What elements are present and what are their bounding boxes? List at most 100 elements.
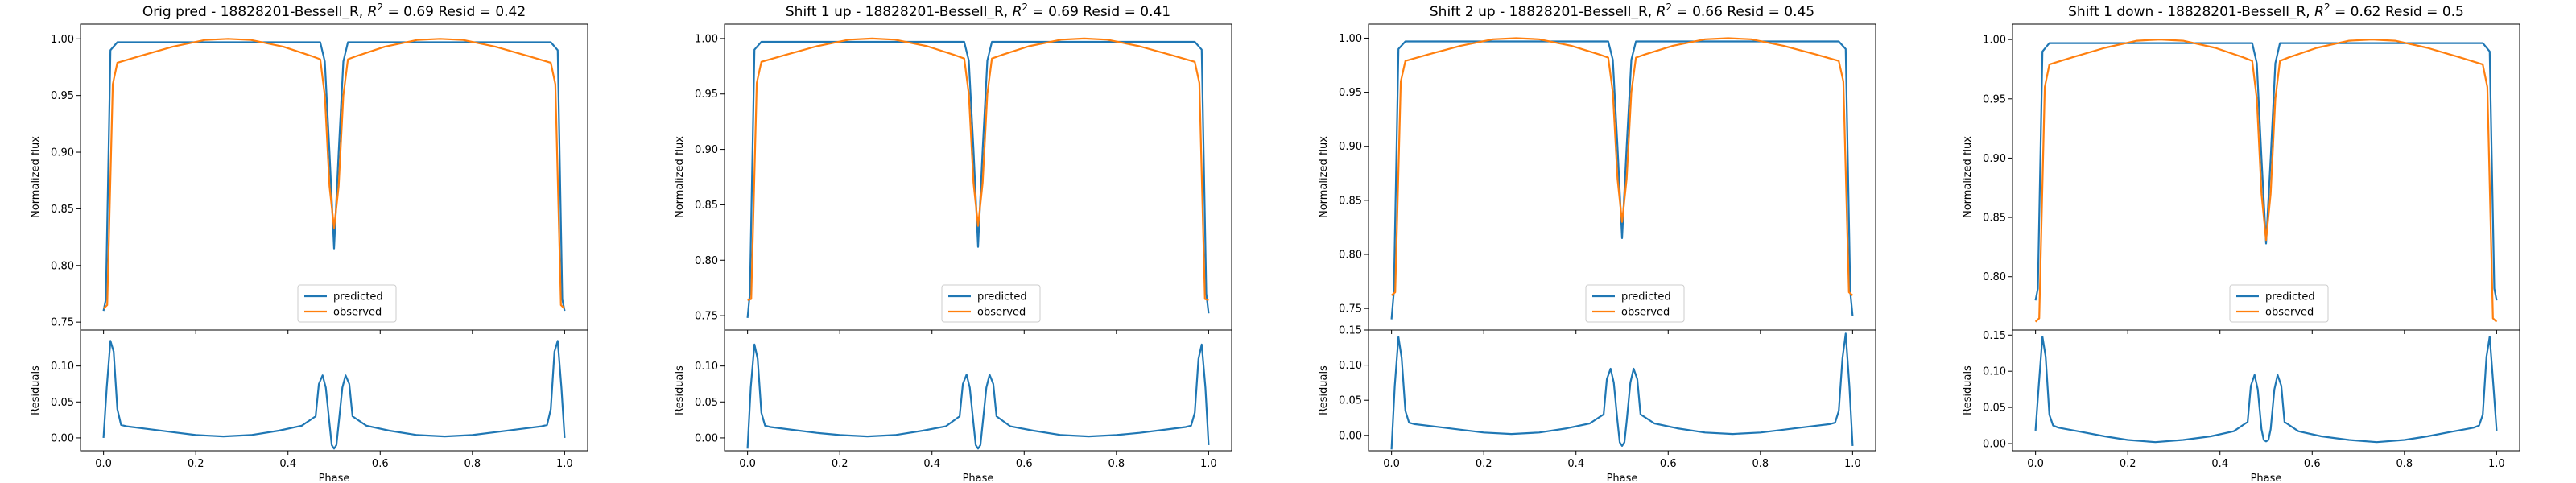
legend-label-predicted: predicted (1621, 291, 1671, 303)
x-tick-label: 0.8 (2396, 458, 2413, 470)
title-suffix: = 0.69 Resid = 0.42 (383, 4, 526, 20)
series-line-observed (747, 37, 1209, 301)
title-r2-symbol: R (1657, 4, 1666, 20)
y-axis-label: Normalized flux (1318, 136, 1330, 218)
x-tick-label: 0.0 (1383, 458, 1400, 470)
x-tick-label: 0.4 (279, 458, 296, 470)
legend-box (1585, 284, 1685, 323)
y-tick-label: 0.10 (51, 361, 74, 373)
x-tick-label: 0.6 (1660, 458, 1677, 470)
series-line-residual (1390, 332, 1854, 450)
y-tick-label: 0.90 (1983, 153, 2006, 165)
x-tick-label: 0.8 (1752, 458, 1769, 470)
y-tick-label: 0.80 (51, 260, 74, 272)
x-tick-label: 0.2 (188, 458, 204, 470)
panel-4: Shift 1 down - 18828201-Bessell_R, R2 = … (1962, 2, 2520, 483)
series-line-predicted (2034, 42, 2498, 301)
series-line-predicted (1390, 40, 1854, 320)
y-tick-label: 0.90 (1339, 141, 1362, 153)
x-tick-label: 0.8 (464, 458, 481, 470)
y-axis-label: Residuals (1962, 365, 1974, 415)
axes-frame (724, 23, 1232, 331)
title-suffix: = 0.62 Resid = 0.5 (2330, 4, 2464, 20)
series-line-observed (2034, 38, 2498, 323)
axes-frame (2012, 23, 2520, 331)
y-tick-label: 0.05 (1983, 402, 2006, 415)
x-tick-label: 0.0 (95, 458, 112, 470)
y-tick-label: 0.80 (1339, 250, 1362, 262)
x-tick-label: 0.8 (1108, 458, 1125, 470)
y-tick-label: 1.00 (51, 34, 74, 46)
flux-subplot: 0.75 0.80 0.85 0.90 0.95 1.00 Normalized flux p… (30, 23, 588, 334)
title-prefix: Orig pred - 18828201-Bessell_R, (142, 4, 368, 20)
axes-frame (1368, 23, 1876, 331)
title-r2-exponent: 2 (377, 2, 383, 13)
y-axis-label: Residuals (1318, 365, 1330, 415)
panel-1: Orig pred - 18828201-Bessell_R, R2 = 0.6… (30, 2, 588, 483)
legend: predicted observed (941, 284, 1041, 323)
axes-frame (80, 23, 588, 331)
legend: predicted observed (2229, 284, 2329, 323)
title-prefix: Shift 1 down - 18828201-Bessell_R, (2068, 4, 2314, 20)
axes-frame (80, 329, 588, 452)
x-tick-label: 0.4 (1567, 458, 1584, 470)
axes-frame (1368, 329, 1876, 452)
y-tick-label: 0.10 (695, 361, 718, 373)
legend-label-observed: observed (1621, 307, 1670, 319)
series-line-predicted (102, 41, 566, 312)
x-tick-label: 0.6 (1016, 458, 1033, 470)
panel-title: Shift 1 down - 18828201-Bessell_R, R2 = … (2068, 2, 2464, 20)
y-tick-label: 0.75 (695, 311, 718, 323)
y-tick-label: 0.95 (695, 89, 718, 101)
legend-box (297, 284, 397, 323)
flux-subplot: 0.80 0.85 0.90 0.95 1.00 Normalized flux predi… (1962, 23, 2520, 334)
y-axis-label: Residuals (30, 365, 42, 415)
y-axis-label: Normalized flux (674, 136, 686, 218)
series-line-observed (1390, 37, 1854, 296)
y-tick-label: 0.00 (1983, 439, 2006, 451)
y-tick-label: 1.00 (1339, 33, 1362, 45)
legend-box (941, 284, 1041, 323)
axes-frame (2012, 329, 2520, 452)
x-tick-label: 1.0 (2488, 458, 2505, 470)
y-tick-label: 0.95 (1339, 87, 1362, 99)
legend-label-observed: observed (2265, 307, 2314, 319)
x-tick-label: 1.0 (1844, 458, 1861, 470)
title-prefix: Shift 1 up - 18828201-Bessell_R, (786, 4, 1013, 20)
x-tick-label: 1.0 (1200, 458, 1217, 470)
x-tick-label: 0.0 (739, 458, 756, 470)
residual-subplot: 0.00 0.05 0.10 Residuals 0.0 0.2 0.4 0.6 0.8 1.0 P… (30, 329, 588, 483)
title-r2-symbol: R (1013, 4, 1022, 20)
axes-frame (724, 329, 1232, 452)
series-line-residual (102, 340, 566, 450)
y-tick-label: 0.15 (1339, 325, 1362, 337)
title-suffix: = 0.69 Resid = 0.41 (1028, 4, 1170, 20)
title-r2-symbol: R (2314, 4, 2324, 20)
title-r2-exponent: 2 (1666, 2, 1672, 13)
legend: predicted observed (1585, 284, 1685, 323)
flux-subplot: 0.75 0.80 0.85 0.90 0.95 1.00 Normalized flux p… (674, 23, 1232, 334)
y-tick-label: 0.10 (1983, 366, 2006, 378)
y-tick-label: 0.00 (1339, 430, 1362, 442)
y-tick-label: 0.85 (51, 204, 74, 216)
series-line-predicted (746, 40, 1210, 319)
y-tick-label: 1.00 (695, 33, 718, 45)
y-tick-label: 0.05 (695, 397, 718, 409)
y-tick-label: 0.00 (51, 432, 74, 444)
legend-box (2229, 284, 2329, 323)
residual-subplot: 0.00 0.05 0.10 0.15 Residuals 0.0 0.2 0.4 0.6 0.8… (1318, 325, 1876, 483)
panel-2: Shift 1 up - 18828201-Bessell_R, R2 = 0.… (674, 2, 1232, 483)
y-tick-label: 0.00 (695, 432, 718, 444)
y-tick-label: 1.00 (1983, 35, 2006, 47)
x-tick-label: 0.6 (372, 458, 389, 470)
legend-label-predicted: predicted (2265, 291, 2315, 303)
y-tick-label: 0.10 (1339, 360, 1362, 372)
y-tick-label: 0.85 (1983, 213, 2006, 225)
legend-label-predicted: predicted (977, 291, 1027, 303)
flux-subplot: 0.75 0.80 0.85 0.90 0.95 1.00 Normalized flux p… (1318, 23, 1876, 334)
x-tick-label: 0.4 (923, 458, 940, 470)
x-tick-label: 0.2 (1476, 458, 1492, 470)
panel-3: Shift 2 up - 18828201-Bessell_R, R2 = 0.… (1318, 2, 1876, 483)
x-tick-label: 1.0 (556, 458, 573, 470)
title-prefix: Shift 2 up - 18828201-Bessell_R, (1430, 4, 1657, 20)
